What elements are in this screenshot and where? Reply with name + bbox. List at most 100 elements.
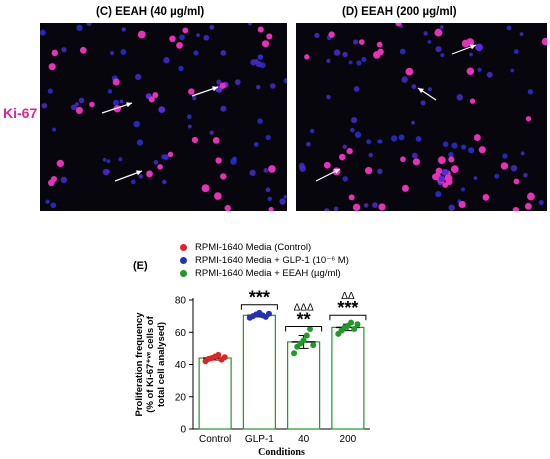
nucleus-dapi — [249, 169, 256, 176]
nucleus-dapi — [378, 139, 383, 144]
nucleus-ki67 — [541, 37, 547, 46]
y-axis-label: (% of Ki-67⁺ᵛᵉ cells of — [145, 315, 156, 412]
nucleus-cluster — [438, 175, 445, 183]
nucleus-dapi — [130, 179, 136, 185]
nucleus-dapi — [70, 104, 77, 111]
nucleus-dapi — [368, 152, 373, 158]
nucleus-dapi — [86, 23, 92, 27]
panel-d-title: (D) EEAH (200 µg/ml) — [342, 6, 457, 18]
nucleus-dapi — [270, 83, 276, 89]
nucleus-ki67 — [266, 33, 273, 40]
nucleus-ki67 — [500, 162, 509, 170]
data-point — [303, 332, 310, 339]
nucleus-dapi — [350, 127, 355, 133]
nucleus-cluster — [158, 106, 166, 114]
legend-item-glp1: RPMI-1640 Media + GLP-1 (10⁻⁶ M) — [180, 254, 349, 267]
nucleus-ki67 — [146, 170, 153, 178]
nucleus-cluster — [475, 43, 483, 52]
nucleus-dapi — [420, 100, 426, 106]
nucleus-dapi — [178, 65, 184, 72]
nucleus-ki67 — [378, 203, 386, 211]
data-point — [351, 326, 358, 333]
x-tick-label: 200 — [340, 434, 357, 445]
data-point — [307, 326, 314, 333]
ki67-row-label: Ki-67 — [3, 105, 38, 121]
data-point — [354, 321, 361, 328]
micrograph-d-image — [298, 23, 547, 211]
nucleus-ki67 — [364, 166, 373, 175]
nucleus-dapi — [192, 96, 197, 101]
significance-bracket — [240, 304, 278, 310]
nucleus-dapi — [121, 27, 126, 32]
nucleus-cluster — [152, 92, 159, 99]
nucleus-dapi — [527, 89, 534, 95]
nucleus-ki67 — [400, 156, 406, 163]
nucleus-ki67 — [50, 175, 57, 183]
nucleus-dapi — [232, 156, 237, 162]
nucleus-ki67 — [51, 49, 58, 57]
nucleus-dapi — [106, 169, 110, 174]
nucleus-ki67 — [48, 63, 56, 71]
nucleus-dapi — [510, 68, 515, 73]
arrow-head-icon — [126, 102, 132, 108]
nucleus-dapi — [309, 128, 315, 134]
nucleus-dapi — [118, 157, 123, 162]
micrograph-c-image — [40, 23, 287, 211]
nucleus-ki67 — [458, 200, 466, 209]
legend-dot-icon — [180, 270, 187, 277]
nucleus-ki67 — [220, 173, 227, 180]
nucleus-dapi — [342, 176, 349, 182]
nucleus-dapi — [469, 52, 473, 57]
y-axis-label: Proliferation frequency — [134, 312, 145, 417]
data-point — [221, 354, 228, 361]
nucleus-dapi — [267, 196, 273, 202]
figure-letter-e: (E) — [133, 260, 148, 272]
nucleus-dapi — [263, 168, 269, 173]
nucleus-dapi — [306, 141, 311, 147]
nucleus-cluster — [373, 51, 381, 59]
nucleus-ki67 — [191, 136, 199, 144]
nucleus-dapi — [120, 49, 127, 55]
nucleus-dapi — [523, 172, 528, 178]
nucleus-cluster — [450, 165, 459, 173]
nucleus-dapi — [135, 73, 142, 81]
nucleus-ki67 — [323, 161, 331, 169]
nucleus-ki67 — [79, 46, 87, 54]
x-axis-label: Conditions — [258, 447, 305, 458]
nucleus-cluster — [358, 39, 365, 45]
legend-label-glp1: RPMI-1640 Media + GLP-1 (10⁻⁶ M) — [195, 255, 349, 266]
legend-item-control: RPMI-1640 Media (Control) — [180, 241, 349, 254]
significance-stars: ** — [297, 309, 311, 329]
bar — [331, 326, 365, 430]
nucleus-ki67 — [401, 184, 409, 192]
y-tick-label: 20 — [175, 392, 187, 403]
nucleus-dapi — [162, 179, 167, 185]
nucleus-dapi — [314, 32, 320, 39]
nucleus-dapi — [440, 53, 445, 58]
nucleus-ki67 — [169, 35, 176, 43]
nucleus-dapi — [456, 93, 464, 101]
nucleus-dapi — [377, 168, 383, 175]
nucleus-ki67 — [257, 26, 264, 33]
nucleus-dapi — [353, 39, 359, 45]
nucleus-cluster — [219, 82, 226, 89]
nucleus-dapi — [283, 78, 287, 84]
nucleus-ki67 — [473, 134, 481, 141]
nucleus-dapi — [350, 116, 358, 124]
micrograph-c — [40, 23, 287, 211]
panel-c-title: (C) EEAH (40 µg/ml) — [96, 6, 205, 18]
nucleus-cluster — [444, 174, 453, 183]
nucleus-dapi — [366, 139, 372, 145]
legend-label-eeah: RPMI-1640 Media + EEAH (µg/ml) — [195, 268, 341, 279]
nucleus-cluster — [448, 156, 455, 163]
nucleus-dapi — [257, 54, 263, 60]
nucleus-ki67 — [112, 78, 120, 86]
arrow-head-icon — [418, 88, 424, 94]
nucleus-dapi — [520, 151, 525, 156]
significance-deltas: ΔΔ — [341, 291, 355, 302]
nucleus-dapi — [411, 120, 415, 125]
arrow-head-icon — [470, 44, 476, 50]
nucleus-dapi — [203, 34, 210, 41]
y-tick-label: 0 — [180, 425, 186, 436]
data-point — [348, 319, 355, 326]
